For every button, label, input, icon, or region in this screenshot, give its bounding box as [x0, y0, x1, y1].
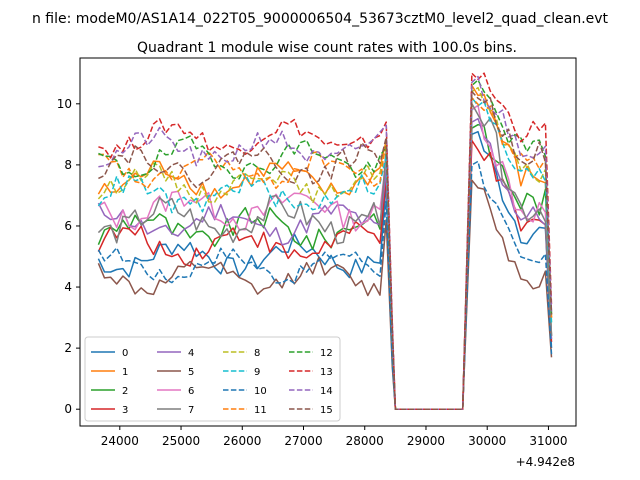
series-line-10 [97, 160, 553, 410]
series-line-8 [97, 86, 553, 410]
y-tick-label: 6 [64, 219, 72, 233]
legend-label: 15 [320, 405, 333, 416]
legend-label: 1 [122, 367, 128, 378]
legend-label: 4 [188, 348, 194, 359]
series-line-7 [97, 103, 553, 410]
legend-label: 5 [188, 367, 194, 378]
plot-area: 24000 25000 26000 27000 28000 29000 30000 31000… [57, 57, 577, 469]
series-line-11 [98, 96, 553, 410]
x-tick-label: 29000 [407, 434, 445, 448]
series-line-6 [98, 104, 553, 410]
x-tick-label: 30000 [468, 434, 506, 448]
series-line-9 [97, 96, 553, 410]
series-line-3 [97, 139, 553, 410]
series-line-2 [97, 123, 553, 410]
legend-label: 10 [254, 386, 267, 397]
legend-label: 8 [254, 348, 260, 359]
series-lines [97, 72, 553, 410]
y-tick-label: 4 [64, 280, 72, 294]
suptitle: n file: modeM0/AS1A14_022T05_9000006504_… [32, 11, 609, 27]
legend-box [84, 336, 341, 422]
x-tick-label: 26000 [223, 434, 261, 448]
legend-label: 11 [254, 405, 267, 416]
legend-label: 3 [122, 405, 128, 416]
legend-label: 7 [188, 405, 194, 416]
x-tick-label: 25000 [162, 434, 200, 448]
y-tick-label: 2 [64, 341, 72, 355]
legend-label: 9 [254, 367, 260, 378]
x-tick-label: 28000 [346, 434, 384, 448]
series-line-13 [98, 72, 553, 410]
y-tick-label: 10 [57, 97, 72, 111]
x-tick-label: 24000 [101, 434, 139, 448]
legend-label: 0 [122, 348, 128, 359]
x-axis: 24000 25000 26000 27000 28000 29000 30000 31000 [101, 426, 568, 448]
series-line-14 [98, 75, 553, 410]
x-offset-label: +4.942e8 [516, 455, 575, 469]
series-line-15 [98, 90, 553, 410]
legend-label: 6 [188, 386, 194, 397]
x-tick-label: 31000 [529, 434, 567, 448]
legend-label: 14 [320, 386, 333, 397]
legend-label: 2 [122, 386, 128, 397]
series-line-4 [97, 117, 553, 410]
y-tick-label: 0 [64, 402, 72, 416]
series-line-12 [98, 79, 553, 410]
x-tick-label: 27000 [284, 434, 322, 448]
legend-label: 12 [320, 348, 333, 359]
y-axis: 0 2 4 6 8 10 [57, 97, 80, 416]
plot-title: Quadrant 1 module wise count rates with … [137, 40, 517, 56]
axes-frame [79, 57, 577, 427]
y-tick-label: 8 [64, 158, 72, 172]
legend-label: 13 [320, 367, 333, 378]
